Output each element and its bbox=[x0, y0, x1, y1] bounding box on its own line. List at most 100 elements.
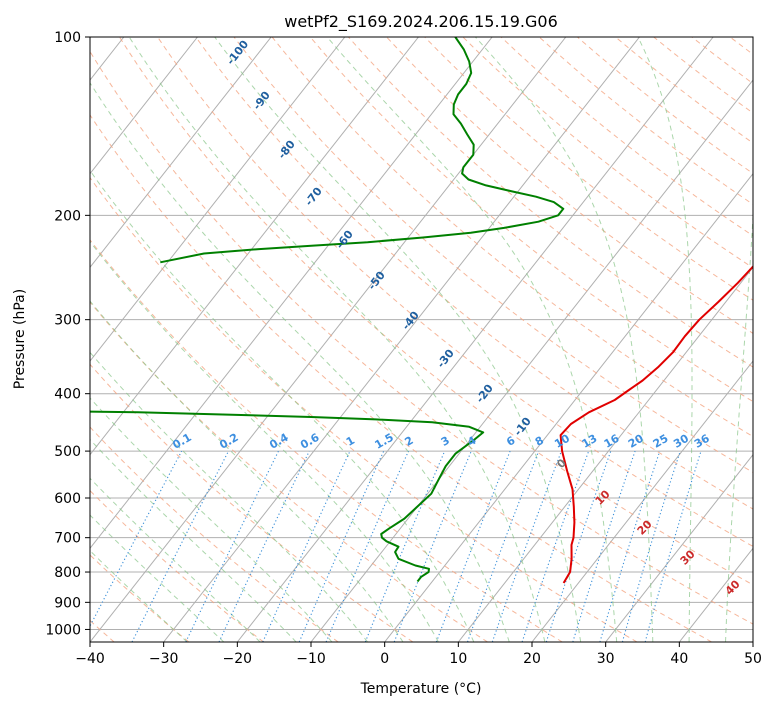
dry-adiabat-line bbox=[90, 176, 638, 642]
mixing-ratio-label: 4 bbox=[465, 434, 478, 449]
y-tick-label: 700 bbox=[54, 531, 81, 547]
mixing-ratio-line bbox=[218, 450, 310, 642]
mixing-ratio-line bbox=[572, 450, 636, 642]
y-tick-label: 300 bbox=[54, 313, 81, 329]
dry-adiabat-line bbox=[768, 37, 775, 642]
dry-adiabat-line bbox=[386, 37, 753, 334]
isotherm-line bbox=[90, 37, 493, 550]
dry-adiabat-line bbox=[90, 363, 414, 642]
dry-adiabat-line bbox=[90, 50, 753, 625]
dry-adiabat-line bbox=[119, 37, 753, 586]
x-tick-label: −40 bbox=[75, 651, 105, 667]
isotherm-line bbox=[310, 79, 753, 642]
y-axis-label: Pressure (hPa) bbox=[12, 289, 28, 389]
moist-adiabat-line bbox=[90, 397, 333, 642]
dry-adiabat-line bbox=[90, 426, 339, 642]
isotherm-label: -70 bbox=[302, 185, 325, 209]
isotherm-line bbox=[90, 37, 346, 362]
mixing-ratio-label: 20 bbox=[626, 432, 646, 451]
mixing-ratio-line bbox=[185, 450, 279, 642]
moist-adiabat-line bbox=[90, 351, 368, 642]
y-tick-label: 800 bbox=[54, 565, 81, 581]
moist-adiabat-line bbox=[90, 438, 297, 642]
mixing-ratio-label: 30 bbox=[671, 432, 691, 451]
isotherm-line bbox=[90, 37, 567, 642]
dry-adiabat-line bbox=[233, 37, 753, 473]
sounding-lines bbox=[90, 37, 753, 584]
isotherm-line bbox=[531, 360, 753, 642]
chart-title: wetPf2_S169.2024.206.15.19.G06 bbox=[284, 12, 558, 32]
mixing-ratio-line bbox=[90, 450, 183, 628]
dry-adiabat-line bbox=[348, 37, 753, 368]
x-tick-label: 40 bbox=[670, 651, 688, 667]
mixing-ratio-line bbox=[521, 450, 590, 642]
moist-adiabat-label: 20 bbox=[635, 517, 655, 537]
isotherm-line bbox=[457, 266, 753, 642]
mixing-ratio-line bbox=[131, 450, 229, 642]
moist-adiabat-line bbox=[90, 169, 475, 642]
dry-adiabat-line bbox=[538, 37, 753, 206]
mixing-ratio-line bbox=[545, 450, 612, 642]
dewpoint-profile-line bbox=[160, 37, 565, 264]
dry-adiabat-line bbox=[424, 37, 753, 301]
y-tick-label: 600 bbox=[54, 491, 81, 507]
moist-adiabat-line bbox=[90, 240, 439, 642]
mixing-ratio-label: 0.4 bbox=[267, 431, 291, 452]
dry-adiabat-line bbox=[577, 37, 753, 175]
mixing-ratio-line bbox=[599, 450, 661, 642]
dry-adiabat-line bbox=[195, 37, 753, 510]
x-tick-label: 30 bbox=[597, 651, 615, 667]
isotherm-label: -40 bbox=[399, 309, 422, 333]
isotherm-label: -60 bbox=[333, 228, 356, 252]
isotherm-line bbox=[90, 37, 272, 269]
isotherm-line bbox=[752, 641, 753, 642]
x-axis-label: Temperature (°C) bbox=[360, 681, 482, 697]
isotherm-line bbox=[163, 37, 640, 642]
isotherm-label: -100 bbox=[224, 38, 251, 68]
mixing-ratio-line bbox=[325, 450, 410, 642]
mixing-ratio-label: 0.1 bbox=[170, 431, 193, 452]
moist-adiabat-line bbox=[128, 37, 546, 642]
mixing-ratio-label: 10 bbox=[552, 432, 572, 451]
mixing-ratio-label: 16 bbox=[602, 432, 622, 451]
isotherm-line bbox=[605, 453, 753, 642]
mixing-ratio-label: 1 bbox=[344, 434, 357, 449]
moist-adiabat-line bbox=[725, 208, 753, 642]
moist-adiabat-line bbox=[90, 300, 404, 642]
x-tick-label: −10 bbox=[296, 651, 326, 667]
mixing-ratio-label: 0.2 bbox=[217, 431, 240, 452]
dry-adiabat-line bbox=[309, 37, 753, 403]
moist-adiabat-label: 30 bbox=[678, 547, 698, 567]
isotherm-line bbox=[236, 37, 714, 642]
moist-adiabat-line bbox=[475, 37, 654, 642]
x-tick-label: 0 bbox=[380, 651, 389, 667]
isotherm-line bbox=[90, 37, 419, 456]
dry-adiabat-line bbox=[90, 554, 190, 642]
isotherm-label: -20 bbox=[473, 382, 496, 406]
y-axis-ticks: 100 200 300 400 500 600 700 800 900 1000 bbox=[45, 30, 90, 638]
mixing-ratio-line bbox=[298, 450, 385, 642]
x-tick-label: 50 bbox=[744, 651, 762, 667]
dewpoint-profile-line bbox=[90, 410, 485, 583]
isotherm-line bbox=[384, 172, 753, 642]
moist-adiabat-line bbox=[90, 549, 188, 642]
dry-adiabat-line bbox=[462, 37, 753, 269]
dry-adiabat-line bbox=[157, 37, 753, 548]
y-tick-label: 900 bbox=[54, 595, 81, 611]
mixing-ratio-label: 6 bbox=[504, 434, 517, 449]
temperature-profile-line bbox=[559, 265, 753, 584]
isotherm-label: -10 bbox=[511, 415, 534, 439]
moist-adiabat-line bbox=[326, 37, 618, 642]
isotherm-label: -90 bbox=[250, 89, 273, 113]
mixing-ratio-label: 3 bbox=[439, 434, 452, 449]
dry-adiabat-line bbox=[691, 37, 753, 85]
y-tick-label: 500 bbox=[54, 444, 81, 460]
dry-adiabat-line bbox=[653, 37, 753, 114]
mixing-ratio-label: 0.6 bbox=[298, 431, 322, 452]
x-tick-label: −20 bbox=[223, 651, 253, 667]
y-tick-label: 1000 bbox=[45, 622, 81, 638]
moist-adiabat-label: 40 bbox=[723, 577, 743, 597]
plot-area: -100-90-80-70-60-50-40-30-20-100.1 0.2 0.4… bbox=[90, 37, 775, 642]
mixing-ratio-line bbox=[491, 450, 562, 642]
mixing-ratio-line bbox=[435, 450, 511, 642]
